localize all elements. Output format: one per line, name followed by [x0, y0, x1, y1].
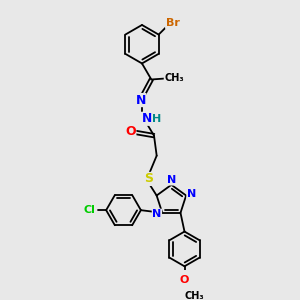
Text: CH₃: CH₃: [184, 291, 204, 300]
Text: N: N: [167, 175, 176, 185]
Text: O: O: [180, 275, 189, 285]
Text: Br: Br: [166, 18, 179, 28]
Text: S: S: [144, 172, 153, 185]
Text: CH₃: CH₃: [164, 73, 184, 83]
Text: N: N: [152, 209, 161, 219]
Text: N: N: [136, 94, 146, 106]
Text: O: O: [125, 124, 136, 138]
Text: N: N: [142, 112, 152, 125]
Text: N: N: [187, 189, 196, 199]
Text: Cl: Cl: [84, 205, 95, 215]
Text: H: H: [152, 114, 161, 124]
